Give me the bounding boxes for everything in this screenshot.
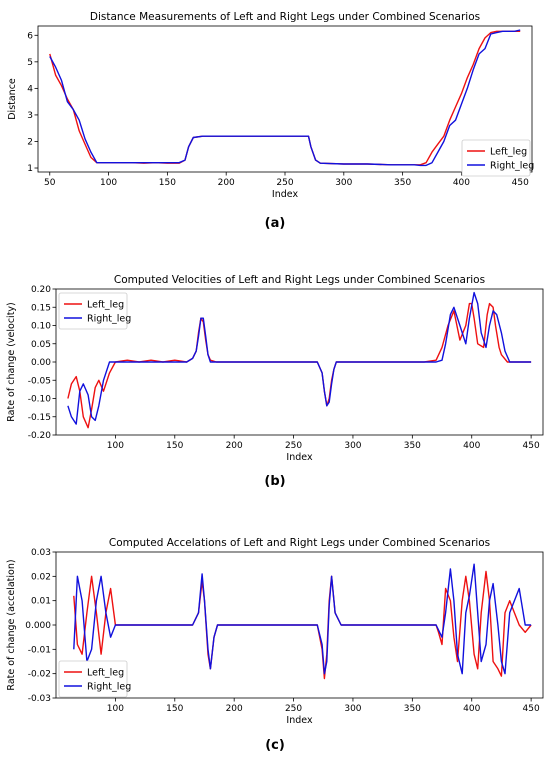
chart1-xtick-label: 50	[44, 178, 56, 188]
chart3-ytick-label: 0.02	[31, 572, 51, 582]
chart3-xtick-label: 400	[463, 704, 480, 714]
chart2-ylabel: Rate of change (velocity)	[6, 302, 17, 422]
chart1-title: Distance Measurements of Left and Right …	[90, 11, 480, 23]
chart2-xtick-label: 200	[226, 441, 243, 451]
chart1-xtick-label: 450	[512, 178, 529, 188]
chart1-legend-label: Right_leg	[490, 161, 534, 172]
chart1-xtick-label: 200	[218, 178, 235, 188]
chart3-xtick-label: 200	[226, 704, 243, 714]
chart2-ytick-label: 0.15	[31, 303, 51, 313]
chart2-xtick-label: 350	[404, 441, 421, 451]
chart3-ytick-label: 0.01	[31, 597, 51, 607]
chart1-xtick-label: 250	[276, 178, 293, 188]
chart3-ytick-label: 0.03	[31, 548, 51, 558]
chart1-ytick-label: 3	[27, 111, 33, 121]
chart2-title: Computed Velocities of Left and Right Le…	[114, 274, 485, 286]
chart1-xtick-label: 100	[100, 178, 117, 188]
chart3-xtick-label: 350	[404, 704, 421, 714]
chart2-ytick-label: -0.15	[28, 413, 51, 423]
chart1-ytick-label: 4	[27, 84, 33, 94]
chart2-ytick-label: 0.10	[31, 322, 51, 332]
chart3-xtick-label: 250	[285, 704, 302, 714]
chart2-ytick-label: -0.05	[28, 376, 51, 386]
chart3-ytick-label: -0.01	[28, 645, 51, 655]
chart3-xtick-label: 100	[107, 704, 124, 714]
chart1-series-left-leg	[49, 30, 521, 166]
chart1-ylabel: Distance	[7, 78, 18, 120]
chart1-legend-label: Left_leg	[490, 147, 527, 158]
chart2-legend-label: Left_leg	[87, 300, 124, 311]
chart3-xtick-label: 450	[523, 704, 540, 714]
chart2-legend-label: Right_leg	[87, 314, 131, 325]
chart2-series-right-leg	[67, 291, 532, 425]
chart2-legend-box	[58, 292, 128, 330]
chart2-xtick-label: 100	[107, 441, 124, 451]
chart1-xtick-label: 150	[159, 178, 176, 188]
chart1-legend-box	[461, 139, 531, 177]
chart2-series-left-leg	[67, 302, 532, 429]
chart3-xtick-label: 150	[166, 704, 183, 714]
chart3-legend-box	[58, 660, 128, 698]
chart2-ytick-label: 0.05	[31, 340, 51, 350]
chart1-axes-frame	[37, 25, 533, 173]
chart2-xtick-label: 300	[344, 441, 361, 451]
chart1-series-right-leg	[49, 29, 521, 167]
chart2-xtick-label: 150	[166, 441, 183, 451]
chart2-xtick-label: 250	[285, 441, 302, 451]
chart1-xlabel: Index	[272, 189, 299, 200]
chart1-ytick-label: 5	[27, 58, 33, 68]
chart3-series-right-leg	[73, 563, 532, 675]
chart3-legend-label: Right_leg	[87, 682, 131, 693]
chart3-ytick-label: 0.000	[25, 621, 51, 631]
panel-label-a: (a)	[264, 216, 286, 231]
chart2-ytick-label: 0.20	[31, 285, 51, 295]
chart1-xtick-label: 300	[335, 178, 352, 188]
panel-label-b: (b)	[264, 474, 286, 489]
chart2-ytick-label: -0.10	[28, 395, 52, 405]
chart3-xlabel: Index	[286, 715, 313, 726]
chart3-ylabel: Rate of change (accelation)	[6, 559, 17, 690]
chart2-ytick-label: -0.20	[28, 431, 52, 441]
chart1-ytick-label: 6	[27, 31, 33, 41]
chart2-xlabel: Index	[286, 452, 313, 463]
chart2-ytick-label: 0.00	[31, 358, 51, 368]
chart1-ytick-label: 2	[27, 137, 33, 147]
chart3-ytick-label: -0.03	[28, 694, 51, 704]
chart2-xtick-label: 450	[523, 441, 540, 451]
chart3-legend-label: Left_leg	[87, 668, 124, 679]
chart2-xtick-label: 400	[463, 441, 480, 451]
chart1-xtick-label: 350	[394, 178, 411, 188]
panel-label-c: (c)	[265, 738, 285, 753]
chart3-ytick-label: -0.02	[28, 670, 51, 680]
chart1-xtick-label: 400	[453, 178, 470, 188]
chart1-ytick-label: 1	[27, 164, 33, 174]
chart3-xtick-label: 300	[344, 704, 361, 714]
chart3-title: Computed Accelations of Left and Right L…	[109, 537, 490, 549]
